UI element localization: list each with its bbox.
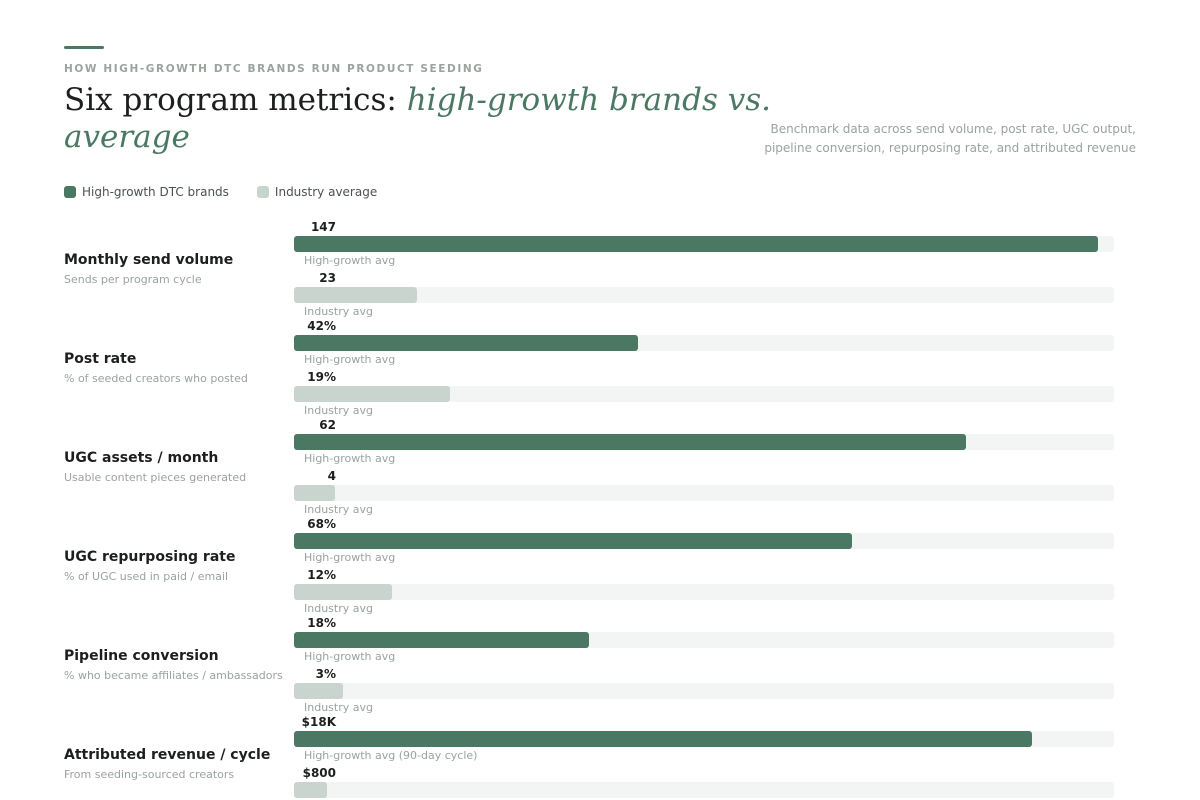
bar-industry — [294, 782, 327, 798]
bar-industry — [294, 386, 450, 402]
title-plain: Six program metrics: — [64, 82, 407, 118]
legend-item-high-growth: High-growth DTC brands — [64, 185, 229, 199]
bar-track-industry — [294, 485, 1114, 501]
bar-high-growth — [294, 533, 852, 549]
metric-label: UGC repurposing rate — [64, 549, 236, 565]
bar-caption-high-growth: High-growth avg (90-day cycle) — [304, 749, 478, 762]
metric-label: Monthly send volume — [64, 252, 234, 268]
bar-value-industry: 19% — [307, 370, 336, 384]
page-subtitle: Benchmark data across send volume, post … — [764, 122, 1136, 155]
bar-industry — [294, 683, 343, 699]
metric-label: Pipeline conversion — [64, 648, 219, 664]
bar-industry — [294, 287, 417, 303]
bar-value-high-growth: 18% — [307, 616, 336, 630]
bar-value-high-growth: $18K — [301, 715, 336, 729]
metric-description: % who became affiliates / ambassadors — [64, 669, 283, 682]
bar-value-industry: $800 — [302, 766, 336, 780]
bar-caption-industry: Industry avg — [304, 404, 373, 417]
title-emphasis: high-growth brands vs. average — [64, 82, 772, 155]
metric-description: From seeding-sourced creators — [64, 768, 235, 781]
bar-industry — [294, 584, 392, 600]
bar-caption-high-growth: High-growth avg — [304, 452, 396, 465]
bar-value-high-growth: 68% — [307, 517, 336, 531]
bar-high-growth — [294, 236, 1098, 252]
legend-swatch-high-growth — [64, 186, 76, 198]
bar-caption-high-growth: High-growth avg — [304, 353, 396, 366]
bar-high-growth — [294, 731, 1032, 747]
bar-caption-high-growth: High-growth avg — [304, 650, 396, 663]
bar-value-industry: 12% — [307, 568, 336, 582]
bar-value-industry: 4 — [327, 469, 336, 483]
metric-label: Post rate — [64, 351, 137, 367]
bar-caption-industry: Industry avg — [304, 701, 373, 714]
bar-industry — [294, 485, 335, 501]
bar-caption-high-growth: High-growth avg — [304, 254, 396, 267]
bar-caption-industry: Industry avg — [304, 305, 373, 318]
metric-description: Sends per program cycle — [64, 273, 202, 286]
legend-label-industry: Industry average — [274, 185, 378, 199]
accent-rule — [64, 46, 104, 49]
legend-item-industry: Industry average — [256, 185, 378, 199]
legend-swatch-industry — [256, 186, 269, 198]
metric-description: Usable content pieces generated — [64, 471, 247, 484]
bar-track-industry — [294, 584, 1114, 600]
page-title: Six program metrics: high-growth brands … — [64, 82, 784, 156]
bar-track-industry — [294, 287, 1114, 303]
bar-high-growth — [294, 335, 638, 351]
bar-high-growth — [294, 632, 589, 648]
bar-track-industry — [294, 386, 1114, 402]
metric-description: % of seeded creators who posted — [64, 372, 248, 385]
bar-track-industry — [294, 782, 1114, 798]
bar-value-high-growth: 42% — [307, 319, 336, 333]
bar-value-industry: 3% — [315, 667, 336, 681]
bar-value-high-growth: 62 — [319, 418, 336, 432]
eyebrow-label: HOW HIGH-GROWTH DTC BRANDS RUN PRODUCT S… — [64, 63, 484, 75]
metric-description: % of UGC used in paid / email — [64, 570, 229, 583]
bar-high-growth — [294, 434, 966, 450]
chart-legend: High-growth DTC brands Industry average — [64, 185, 405, 199]
bar-track-industry — [294, 683, 1114, 699]
legend-label-high-growth: High-growth DTC brands — [82, 185, 229, 199]
bar-caption-industry: Industry avg — [304, 602, 373, 615]
bar-caption-high-growth: High-growth avg — [304, 551, 396, 564]
metric-label: Attributed revenue / cycle — [64, 747, 271, 763]
bar-value-high-growth: 147 — [310, 220, 336, 234]
bar-caption-industry: Industry avg — [304, 503, 373, 516]
bar-value-industry: 23 — [319, 271, 336, 285]
metric-label: UGC assets / month — [64, 450, 219, 466]
